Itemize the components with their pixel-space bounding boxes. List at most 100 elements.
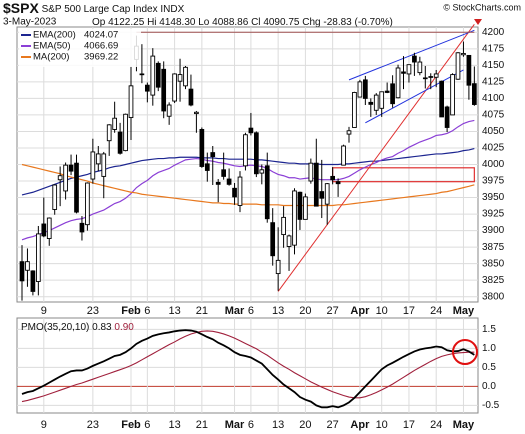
candle-body — [259, 169, 265, 174]
symbol: $SPX — [3, 0, 39, 16]
y-tick-label: 4050 — [482, 126, 505, 137]
change-value: -28.83 — [323, 17, 352, 28]
source: © StockCharts.com — [443, 2, 521, 12]
series-line — [21, 330, 475, 403]
title: $SPX S&P 500 Large Cap Index INDX — [3, 0, 185, 16]
candle-body — [204, 163, 210, 171]
y-tick-label: 3875 — [482, 242, 505, 253]
candle-body — [74, 162, 79, 213]
y-tick-label: 3925 — [482, 209, 505, 220]
candle-body — [232, 187, 237, 198]
candle-body — [106, 124, 112, 142]
candle-body — [406, 64, 412, 75]
x-tick-label: Mar — [225, 305, 245, 317]
x-tick-label: 6 — [248, 305, 254, 317]
x-tick-label: 20 — [299, 305, 311, 317]
candle-body — [286, 235, 292, 247]
x-tick-label: 6 — [144, 305, 150, 317]
exchange: INDX — [160, 4, 184, 15]
y-tick-label: 0.5 — [482, 362, 496, 373]
candle-body — [144, 84, 150, 92]
candle-body — [215, 181, 221, 185]
x-tick-label: 10 — [376, 419, 388, 431]
candle-body — [41, 223, 47, 237]
candle-body — [422, 77, 428, 80]
candle-body — [95, 153, 101, 165]
candle-body — [275, 259, 281, 275]
y-tick-label: 3950 — [482, 192, 505, 203]
index-name: S&P 500 Large Cap Index — [42, 4, 158, 15]
x-tick-label: May — [453, 419, 475, 431]
pmo-legend: PMO(35,20,10) 0.83 0.90 — [21, 322, 134, 333]
legend-box — [19, 29, 141, 67]
candle-body — [324, 183, 330, 205]
candle-body — [188, 88, 194, 106]
candle-body — [63, 164, 68, 192]
signal-value: 0.90 — [114, 322, 134, 333]
highlight-circle — [452, 339, 478, 365]
legend-name: EMA(200) — [33, 30, 76, 41]
candle-body — [297, 191, 303, 220]
x-tick-label: 17 — [403, 419, 415, 431]
candle-body — [221, 169, 226, 177]
x-tick-label: 24 — [430, 305, 442, 317]
candle-body — [455, 52, 461, 80]
series-line — [21, 163, 475, 207]
x-tick-label: 9 — [41, 419, 47, 431]
candle-body — [433, 73, 439, 78]
x-tick-label: 13 — [168, 305, 180, 317]
candle-body — [281, 216, 286, 236]
candle-body — [123, 113, 128, 152]
candle-body — [172, 73, 177, 102]
y-tick-label: 3850 — [482, 258, 505, 269]
x-tick-label: 21 — [196, 305, 208, 317]
pmo-panel — [16, 317, 479, 414]
change-pct: (-0.70%) — [355, 17, 393, 28]
close-value: 4090.75 — [263, 17, 300, 28]
x-tick-label: Feb — [121, 419, 141, 431]
candle-body — [461, 52, 466, 56]
trend-line — [348, 29, 475, 81]
y-tick-label: 0.0 — [482, 381, 496, 392]
low-value: 4088.86 — [212, 17, 249, 28]
candle-body — [177, 74, 183, 82]
candle-body — [155, 62, 161, 88]
candle-body — [270, 222, 276, 257]
y-tick-label: 4175 — [482, 43, 505, 54]
x-tick-label: 23 — [87, 419, 99, 431]
x-tick-label: 13 — [272, 305, 284, 317]
y-tick-label: 1.5 — [482, 324, 496, 335]
candle-body — [101, 153, 107, 177]
candle-body — [308, 162, 314, 182]
x-tick-label: 21 — [196, 419, 208, 431]
candle-body — [401, 71, 406, 74]
x-tick-label: 10 — [376, 305, 388, 317]
candle-body — [368, 101, 374, 105]
y-tick-label: -0.5 — [482, 400, 500, 411]
candle-body — [210, 152, 216, 158]
x-tick-label: 6 — [248, 419, 254, 431]
candle-body — [363, 79, 368, 99]
candle-body — [79, 222, 85, 233]
candle-body — [194, 111, 199, 115]
candle-body — [335, 181, 341, 185]
x-tick-label: 20 — [299, 419, 311, 431]
candle-body — [313, 162, 319, 207]
x-tick-label: 23 — [87, 305, 99, 317]
x-tick-label: 24 — [430, 419, 442, 431]
candle-body — [46, 217, 52, 239]
candle-body — [357, 81, 363, 98]
y-tick-label: 4075 — [482, 110, 505, 121]
series-line — [21, 148, 475, 196]
x-tick-label: May — [453, 305, 475, 317]
candle-body — [466, 54, 472, 86]
candle-body — [384, 90, 390, 93]
high-value: 4148.30 — [159, 17, 196, 28]
y-tick-label: 3800 — [482, 291, 505, 302]
x-tick-label: 27 — [327, 305, 339, 317]
candle-body — [390, 83, 395, 105]
legend-value: 3969.22 — [84, 52, 118, 63]
candle-body — [346, 130, 352, 135]
candle-body — [237, 176, 243, 206]
